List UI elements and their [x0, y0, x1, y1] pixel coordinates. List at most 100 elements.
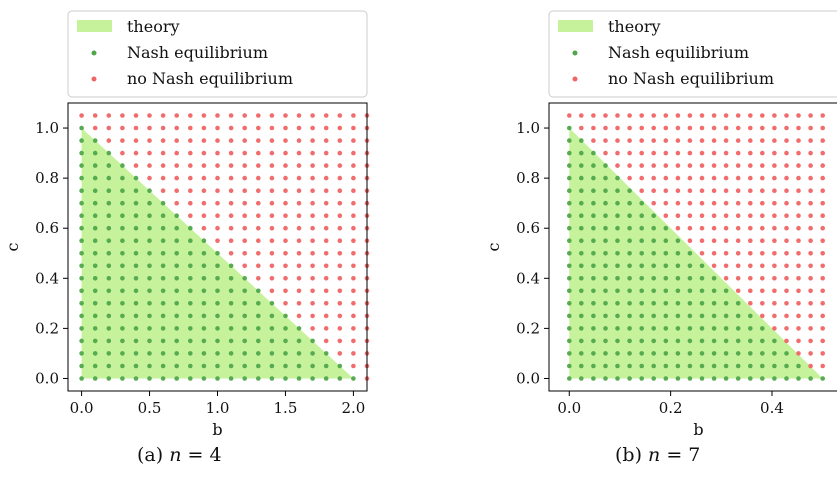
nash-point: [79, 163, 84, 168]
no-nash-point: [699, 150, 705, 156]
nash-point: [120, 263, 125, 269]
nash-point: [215, 263, 220, 269]
no-nash-point: [174, 188, 179, 193]
nash-point: [591, 188, 596, 193]
nash-point: [188, 251, 193, 256]
no-nash-point: [323, 175, 329, 181]
no-nash-point: [760, 263, 765, 269]
nash-point: [188, 313, 193, 319]
nash-point: [627, 263, 632, 269]
nash-point: [133, 225, 139, 231]
nash-point: [106, 238, 112, 243]
no-nash-point: [174, 150, 179, 156]
nash-point: [201, 313, 207, 319]
no-nash-point: [796, 338, 801, 344]
no-nash-point: [228, 251, 234, 256]
no-nash-point: [796, 138, 801, 143]
nash-point: [567, 225, 572, 231]
no-nash-point: [351, 276, 356, 281]
nash-point: [675, 351, 681, 356]
no-nash-point: [296, 313, 302, 319]
no-nash-point: [699, 251, 705, 256]
no-nash-point: [723, 276, 729, 281]
nash-point: [160, 338, 166, 344]
no-nash-point: [760, 175, 765, 181]
no-nash-point: [296, 263, 302, 269]
x-tick-label: 2.0: [341, 399, 365, 417]
nash-point: [79, 313, 84, 319]
no-nash-point: [748, 125, 753, 131]
no-nash-point: [269, 213, 275, 218]
nash-point: [723, 288, 729, 294]
no-nash-point: [351, 113, 356, 118]
nash-point: [269, 313, 275, 319]
nash-point: [201, 288, 207, 294]
no-nash-point: [772, 238, 777, 243]
no-nash-point: [283, 251, 288, 256]
no-nash-point: [651, 125, 656, 131]
nash-point: [784, 363, 789, 369]
no-nash-point: [283, 163, 288, 168]
no-nash-point: [337, 238, 343, 243]
no-nash-point: [735, 213, 741, 218]
no-nash-point: [283, 276, 288, 281]
no-nash-point: [215, 125, 220, 131]
nash-point: [201, 251, 207, 256]
no-nash-point: [639, 188, 644, 193]
no-nash-point: [699, 200, 705, 206]
nash-point: [651, 251, 656, 256]
nash-point: [160, 276, 166, 281]
no-nash-point: [296, 251, 302, 256]
nash-point: [627, 376, 632, 381]
nash-point: [675, 238, 681, 243]
no-nash-point: [784, 326, 789, 331]
no-nash-point: [310, 138, 315, 143]
no-nash-point: [808, 200, 813, 206]
nash-point: [120, 188, 125, 193]
no-nash-point: [796, 200, 801, 206]
no-nash-point: [351, 301, 356, 306]
no-nash-point: [283, 175, 288, 181]
no-nash-point: [723, 263, 729, 269]
nash-point: [567, 125, 572, 131]
no-nash-point: [255, 138, 261, 143]
no-nash-point: [748, 276, 753, 281]
nash-point: [228, 376, 234, 381]
nash-point: [160, 251, 166, 256]
nash-point: [188, 338, 193, 344]
no-nash-point: [796, 175, 801, 181]
nash-point: [269, 363, 275, 369]
nash-point: [711, 326, 717, 331]
nash-point: [663, 313, 669, 319]
no-nash-point: [188, 163, 193, 168]
no-nash-point: [351, 238, 356, 243]
nash-point: [591, 276, 596, 281]
no-nash-point: [748, 288, 753, 294]
no-nash-point: [242, 213, 247, 218]
nash-point: [735, 326, 741, 331]
no-nash-point: [296, 113, 302, 118]
nash-point: [748, 326, 753, 331]
no-nash-point: [283, 225, 288, 231]
nash-point: [699, 263, 705, 269]
nash-point: [120, 376, 125, 381]
no-nash-point: [820, 251, 825, 256]
no-nash-point: [337, 188, 343, 193]
no-nash-point: [269, 113, 275, 118]
no-nash-point: [808, 213, 813, 218]
nash-point: [160, 363, 166, 369]
no-nash-point: [337, 338, 343, 344]
no-nash-point: [808, 301, 813, 306]
nash-point: [242, 338, 247, 344]
no-nash-point: [711, 125, 717, 131]
nash-point: [160, 225, 166, 231]
no-nash-point: [663, 113, 669, 118]
no-nash-point: [188, 138, 193, 143]
nash-point: [106, 288, 112, 294]
no-nash-point: [310, 326, 315, 331]
nash-point: [579, 150, 584, 156]
no-nash-point: [760, 313, 765, 319]
no-nash-point: [242, 175, 247, 181]
no-nash-point: [147, 138, 152, 143]
no-nash-point: [215, 113, 220, 118]
